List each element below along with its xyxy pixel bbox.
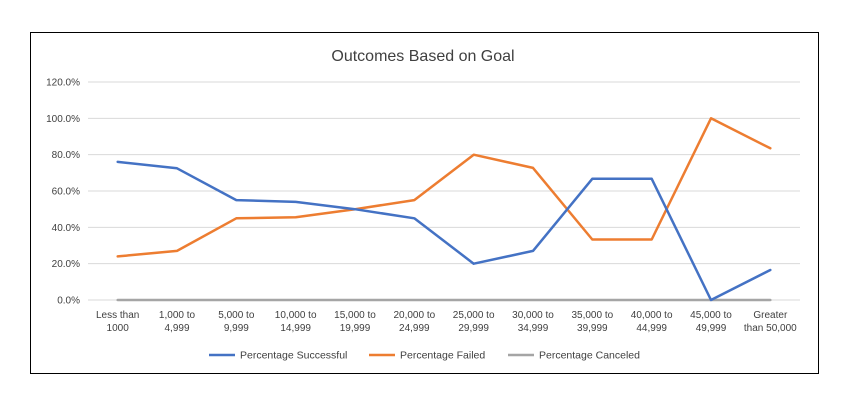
x-tick-label: 45,000 to 49,999 <box>690 310 732 334</box>
y-tick-label: 100.0% <box>46 114 80 125</box>
y-tick-label: 20.0% <box>52 259 80 270</box>
x-tick-label: Less than 1000 <box>96 310 139 334</box>
y-tick-label: 0.0% <box>57 296 80 307</box>
x-tick-label: 30,000 to 34,999 <box>512 310 554 334</box>
x-tick-label: 15,000 to 19,999 <box>334 310 376 334</box>
x-tick-label: 35,000 to 39,999 <box>571 310 613 334</box>
line-chart: Outcomes Based on Goal 0.0% 20.0% 40.0% 60.… <box>46 48 800 362</box>
x-tick-label: 5,000 to 9,999 <box>218 310 255 334</box>
x-tick-label: Greater than 50,000 <box>744 310 797 334</box>
gridlines <box>88 81 800 301</box>
y-tick-label: 60.0% <box>52 187 80 198</box>
x-tick-label: 40,000 to 44,999 <box>631 310 673 334</box>
y-tick-label: 80.0% <box>52 150 80 161</box>
chart-title: Outcomes Based on Goal <box>331 48 514 65</box>
legend-label: Percentage Canceled <box>539 350 640 362</box>
y-tick-label: 120.0% <box>46 78 80 89</box>
series-line-percentage-failed <box>116 117 772 258</box>
legend-label: Percentage Successful <box>240 350 347 362</box>
x-tick-label: 10,000 to 14,999 <box>275 310 317 334</box>
y-axis-ticks: 0.0% 20.0% 40.0% 60.0% 80.0% 100.0% 120.0% <box>46 78 80 307</box>
y-tick-label: 40.0% <box>52 223 80 234</box>
x-tick-label: 25,000 to 29,999 <box>453 310 495 334</box>
x-tick-label: 20,000 to 24,999 <box>393 310 435 334</box>
legend-label: Percentage Failed <box>400 350 485 362</box>
x-tick-label: 1,000 to 4,999 <box>159 310 196 334</box>
series-lines <box>116 117 772 302</box>
x-axis-ticks: Less than 1000 1,000 to 4,999 5,000 to 9,999 1… <box>96 310 797 334</box>
chart-frame: Outcomes Based on Goal 0.0% 20.0% 40.0% 60.… <box>30 32 819 374</box>
series-line-percentage-successful <box>116 160 772 302</box>
legend: Percentage Successful Percentage Failed Pe… <box>209 350 640 362</box>
